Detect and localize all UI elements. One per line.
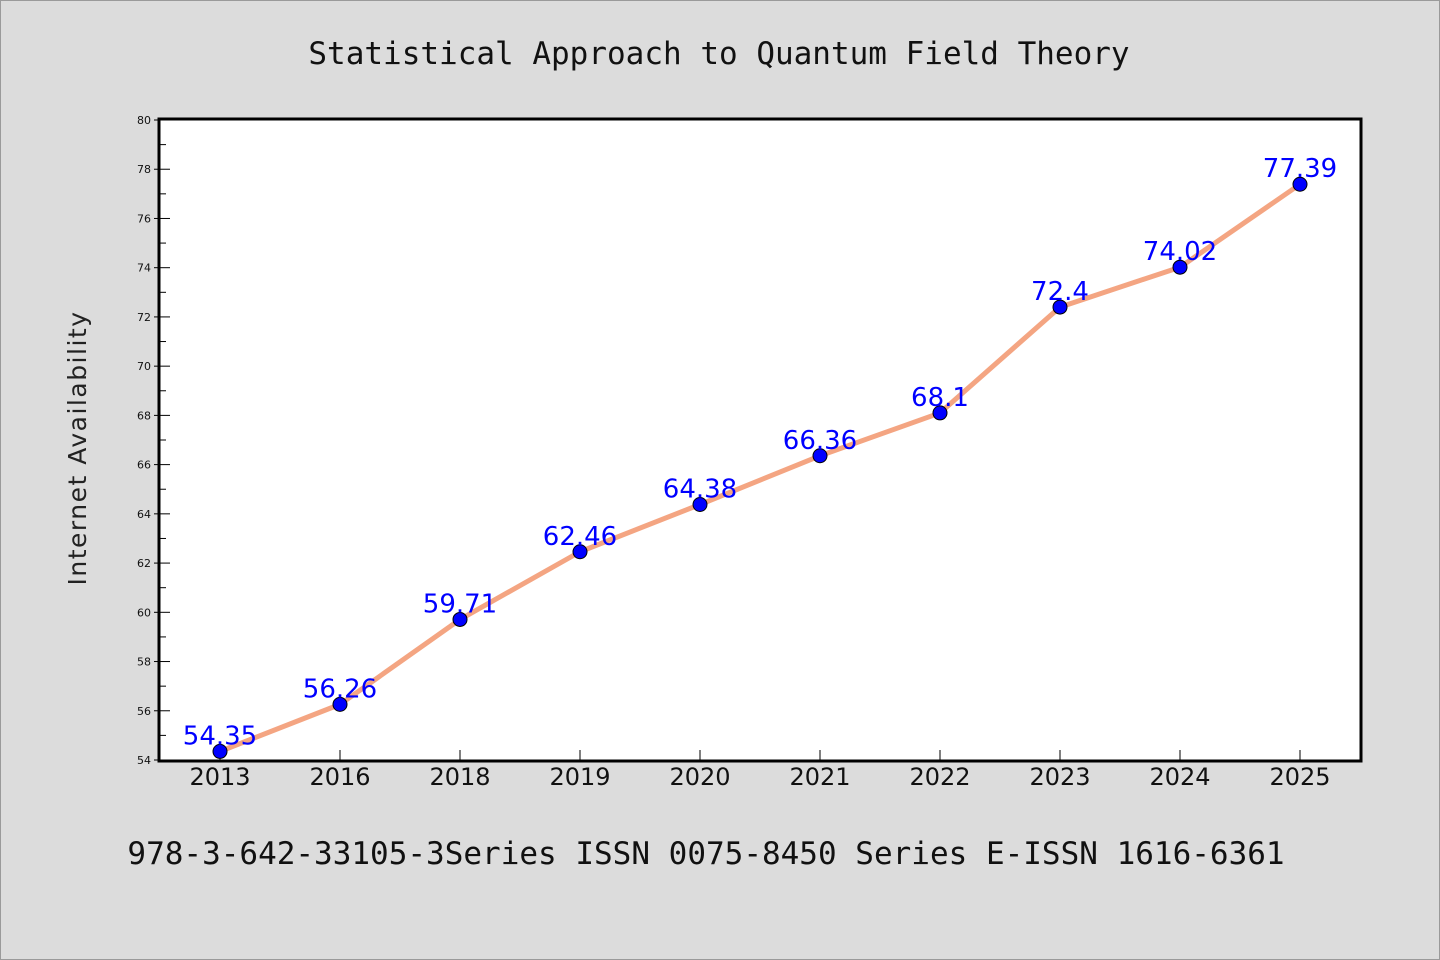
- x-tick-label: 2018: [429, 763, 490, 791]
- y-tick-label: 74: [137, 262, 151, 275]
- y-tick-label: 80: [137, 114, 151, 127]
- data-point: [692, 496, 708, 512]
- data-label: 74.02: [1143, 237, 1217, 267]
- y-tick-label: 54: [137, 754, 151, 767]
- x-tick-label: 2025: [1269, 763, 1330, 791]
- x-axis: 2013 2016 2018 2019 2020 2021 2022 2023 2024 2025: [189, 750, 1331, 791]
- x-tick-label: 2022: [909, 763, 970, 791]
- x-tick-label: 2021: [789, 763, 850, 791]
- series-line: [217, 181, 1303, 754]
- x-tick-label: 2024: [1149, 763, 1210, 791]
- y-tick-label: 56: [137, 705, 151, 718]
- y-axis: 54 56 58 60 62 64 66 68 70 72 74 76 78 80: [137, 114, 170, 767]
- data-label: 64.38: [663, 474, 737, 504]
- x-tick-label: 2023: [1029, 763, 1090, 791]
- y-tick-label: 72: [137, 311, 151, 324]
- data-label: 77.39: [1263, 154, 1337, 184]
- x-tick-label: 2019: [549, 763, 610, 791]
- x-tick-label: 2013: [189, 763, 250, 791]
- data-label: 72.4: [1031, 277, 1089, 307]
- data-label: 59.71: [423, 589, 497, 619]
- data-point: [572, 544, 588, 560]
- data-point: [452, 611, 468, 627]
- x-tick-label: 2020: [669, 763, 730, 791]
- y-tick-label: 66: [137, 459, 151, 472]
- data-point: [1172, 259, 1188, 275]
- data-point: [932, 405, 948, 421]
- data-labels: 54.35 56.26 59.71 62.46 64.38 66.36 68.1 72.4 74…: [183, 154, 1337, 751]
- series-line-group: [217, 181, 1303, 754]
- data-label: 66.36: [783, 426, 857, 456]
- footer-text: 978-3-642-33105-3Series ISSN 0075-8450 S…: [127, 836, 1284, 872]
- data-point: [332, 696, 348, 712]
- y-axis-label: Internet Availability: [63, 311, 92, 586]
- y-tick-label: 76: [137, 212, 151, 225]
- y-tick-label: 78: [137, 163, 151, 176]
- data-point: [812, 448, 828, 464]
- data-point: [212, 743, 228, 759]
- plot-area: [157, 117, 1363, 763]
- data-point: [1052, 299, 1068, 315]
- y-tick-label: 58: [137, 656, 151, 669]
- data-label: 68.1: [911, 383, 969, 413]
- data-label: 56.26: [303, 674, 377, 704]
- x-tick-label: 2016: [309, 763, 370, 791]
- y-tick-label: 70: [137, 360, 151, 373]
- y-tick-label: 60: [137, 606, 151, 619]
- data-label: 54.35: [183, 721, 257, 751]
- data-label: 62.46: [543, 522, 617, 552]
- data-point: [1292, 176, 1308, 192]
- y-tick-label: 64: [137, 508, 151, 521]
- y-tick-label: 68: [137, 409, 151, 422]
- chart-title: Statistical Approach to Quantum Field Th…: [308, 36, 1129, 72]
- y-tick-label: 62: [137, 557, 151, 570]
- data-markers: [212, 176, 1308, 759]
